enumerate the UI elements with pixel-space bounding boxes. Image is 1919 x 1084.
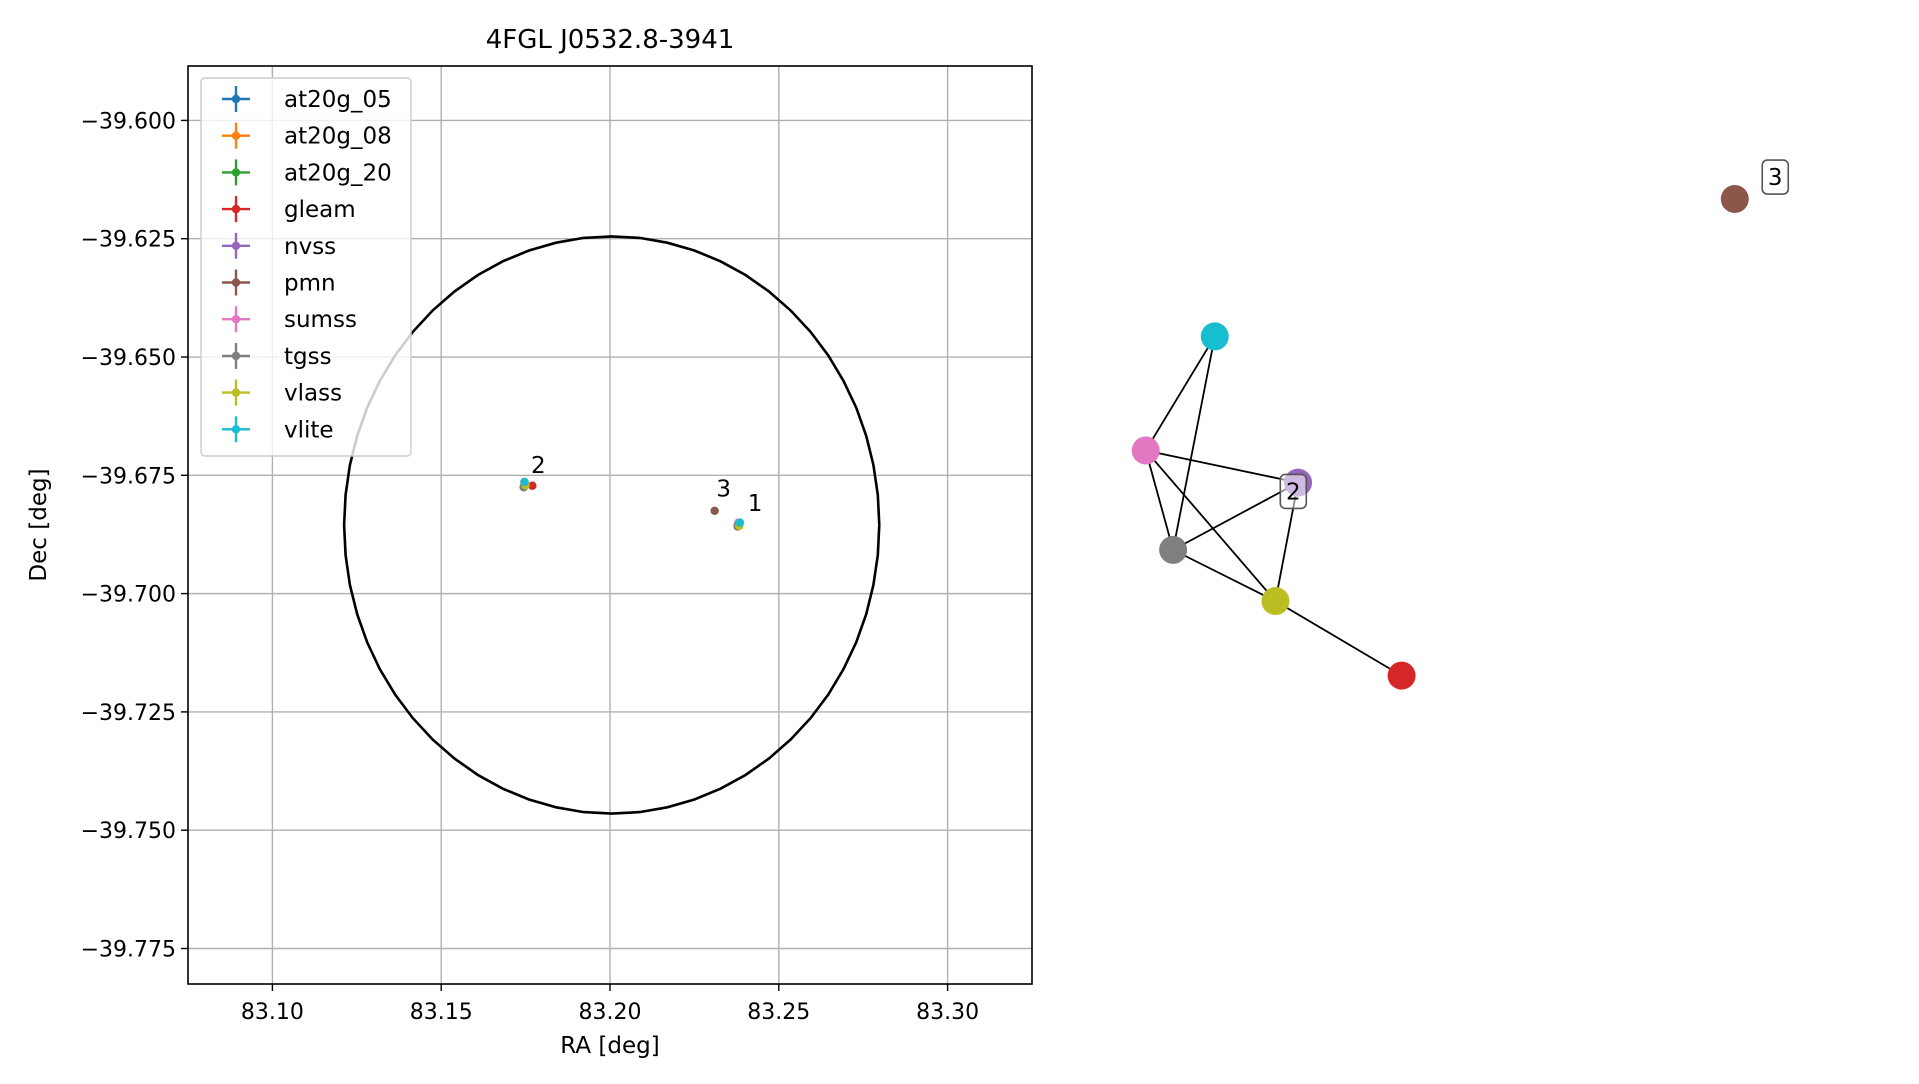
- legend-entry: vlass: [222, 379, 342, 407]
- legend-label: vlite: [284, 417, 334, 443]
- legend-marker-dot: [231, 425, 241, 434]
- plot-title: 4FGL J0532.8-3941: [486, 25, 735, 55]
- legend-entry: at20g_08: [222, 122, 392, 150]
- legend-marker-dot: [231, 131, 241, 140]
- y-tick-label: −39.650: [81, 346, 176, 371]
- network-edge: [1274, 600, 1403, 677]
- y-axis-ticks: −39.600 −39.625 −39.650 −39.675 −39.700 −39.7…: [81, 109, 188, 963]
- legend-entry: vlite: [222, 416, 334, 443]
- y-tick-label: −39.700: [81, 583, 176, 608]
- cluster-label-box: [1279, 473, 1308, 510]
- cluster-label-3: 3: [1761, 159, 1790, 195]
- legend-label: tgss: [284, 344, 332, 370]
- source-point-pmn: [710, 506, 719, 516]
- network-node-tgss: [1159, 535, 1188, 564]
- legend-marker-dot: [231, 204, 241, 214]
- crossmatch-network-graph: 123: [1131, 159, 1790, 690]
- legend-label: pmn: [284, 271, 336, 297]
- source-label: 3: [716, 477, 731, 503]
- network-node-vlite: [1200, 322, 1229, 351]
- legend-entry: pmn: [222, 269, 336, 297]
- network-node-vlass: [1261, 587, 1290, 616]
- source-point-vlite: [735, 518, 745, 527]
- cluster-labels: 123: [1279, 159, 1790, 510]
- network-edge: [1145, 449, 1299, 484]
- localization-circle: [342, 235, 881, 815]
- cluster-label-text: 3: [1768, 165, 1783, 191]
- x-axis-ticks: 83.10 83.15 83.20 83.25 83.30: [241, 984, 979, 1025]
- x-axis-label: RA [deg]: [560, 1033, 659, 1059]
- source-label: 2: [531, 453, 546, 479]
- source-points: [519, 477, 745, 531]
- y-tick-label: −39.675: [81, 464, 176, 489]
- legend-marker-dot: [231, 168, 241, 177]
- legend-entry: nvss: [222, 232, 336, 260]
- localization-ellipse: [342, 235, 881, 815]
- source-label: 1: [748, 491, 763, 517]
- x-tick-label: 83.15: [410, 1000, 473, 1025]
- legend-marker-dot: [231, 278, 241, 287]
- legend-entry: tgss: [222, 342, 332, 370]
- legend-label: at20g_05: [284, 87, 392, 113]
- x-tick-label: 83.10: [241, 1000, 304, 1025]
- legend-marker-dot: [231, 241, 241, 250]
- network-edge: [1172, 549, 1276, 602]
- legend-label: gleam: [284, 197, 356, 223]
- source-point-vlite: [520, 477, 529, 487]
- network-edge: [1172, 336, 1216, 551]
- legend-marker-dot: [231, 351, 241, 361]
- network-edge: [1144, 335, 1216, 451]
- y-axis-label: Dec [deg]: [26, 468, 52, 581]
- legend-label: vlass: [284, 381, 342, 407]
- legend-entry: at20g_20: [222, 159, 392, 186]
- y-tick-label: −39.600: [81, 109, 176, 134]
- x-tick-label: 83.20: [579, 1000, 642, 1025]
- sky-position-plot: 4FGL J0532.8-3941 231 83.10 83.15 83.20 83.…: [26, 25, 1033, 1059]
- legend-label: at20g_20: [284, 160, 392, 186]
- cluster-label-2: 2: [1279, 473, 1308, 510]
- x-tick-label: 83.25: [747, 1000, 810, 1025]
- legend-label: at20g_08: [284, 124, 392, 150]
- network-edge: [1145, 449, 1277, 602]
- legend-entry: gleam: [222, 196, 356, 223]
- source-point-gleam: [528, 481, 537, 490]
- network-edge: [1144, 450, 1174, 551]
- legend-label: nvss: [284, 234, 336, 260]
- network-node-gleam: [1387, 661, 1416, 690]
- network-node-pmn: [1720, 185, 1749, 213]
- cluster-label-box: [1761, 159, 1790, 195]
- legend-entry: sumss: [222, 306, 357, 333]
- y-tick-label: −39.625: [81, 228, 176, 253]
- network-node-sumss: [1131, 436, 1160, 465]
- source-labels: 2 31: [531, 453, 762, 517]
- y-tick-label: −39.750: [81, 819, 176, 844]
- legend-label: sumss: [284, 307, 357, 333]
- y-tick-label: −39.725: [81, 701, 176, 726]
- legend-entry: at20g_05: [222, 86, 392, 113]
- legend-box: [200, 77, 412, 457]
- network-edge: [1172, 481, 1299, 551]
- y-tick-label: −39.775: [81, 938, 176, 963]
- legend-marker-dot: [231, 388, 241, 397]
- cluster-label-text: 2: [1286, 479, 1301, 505]
- legend-marker-dot: [231, 94, 241, 104]
- network-edges: [1144, 335, 1403, 677]
- x-tick-label: 83.30: [916, 1000, 979, 1025]
- legend-marker-dot: [231, 315, 241, 324]
